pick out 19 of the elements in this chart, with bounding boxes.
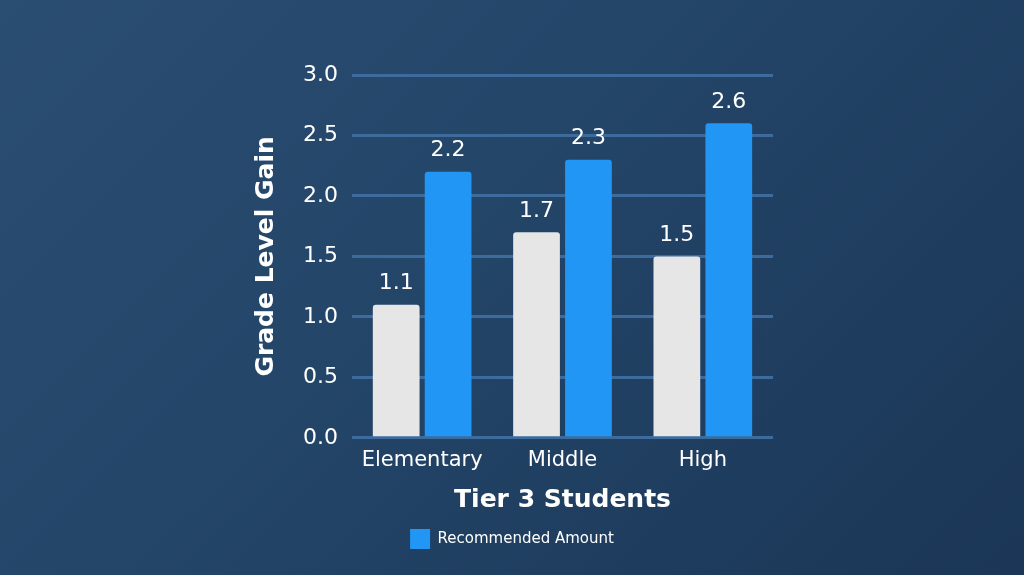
x-axis-title: Tier 3 Students (454, 483, 671, 513)
x-tick-label: Elementary (361, 446, 483, 471)
data-label: 2.3 (570, 124, 606, 150)
y-tick-label: 2.5 (302, 121, 338, 147)
data-label: 1.1 (378, 269, 414, 295)
y-tick-label: 1.0 (302, 302, 338, 328)
y-tick-label: 1.5 (302, 242, 338, 268)
data-label: 1.7 (519, 196, 555, 222)
y-tick-label: 0.0 (302, 423, 338, 449)
x-tick-label: Middle (527, 446, 598, 471)
legend-label: Recommended Amount (437, 528, 615, 547)
y-tick-label: 0.5 (302, 363, 338, 389)
y-tick-label: 3.0 (302, 60, 338, 86)
data-label: 2.6 (711, 88, 747, 114)
x-tick-label: High (678, 446, 727, 471)
data-label: 2.2 (430, 136, 466, 162)
y-tick-label: 2.0 (302, 181, 338, 207)
y-axis-title: Grade Level Gain (249, 136, 279, 377)
data-label: 1.5 (659, 221, 695, 247)
